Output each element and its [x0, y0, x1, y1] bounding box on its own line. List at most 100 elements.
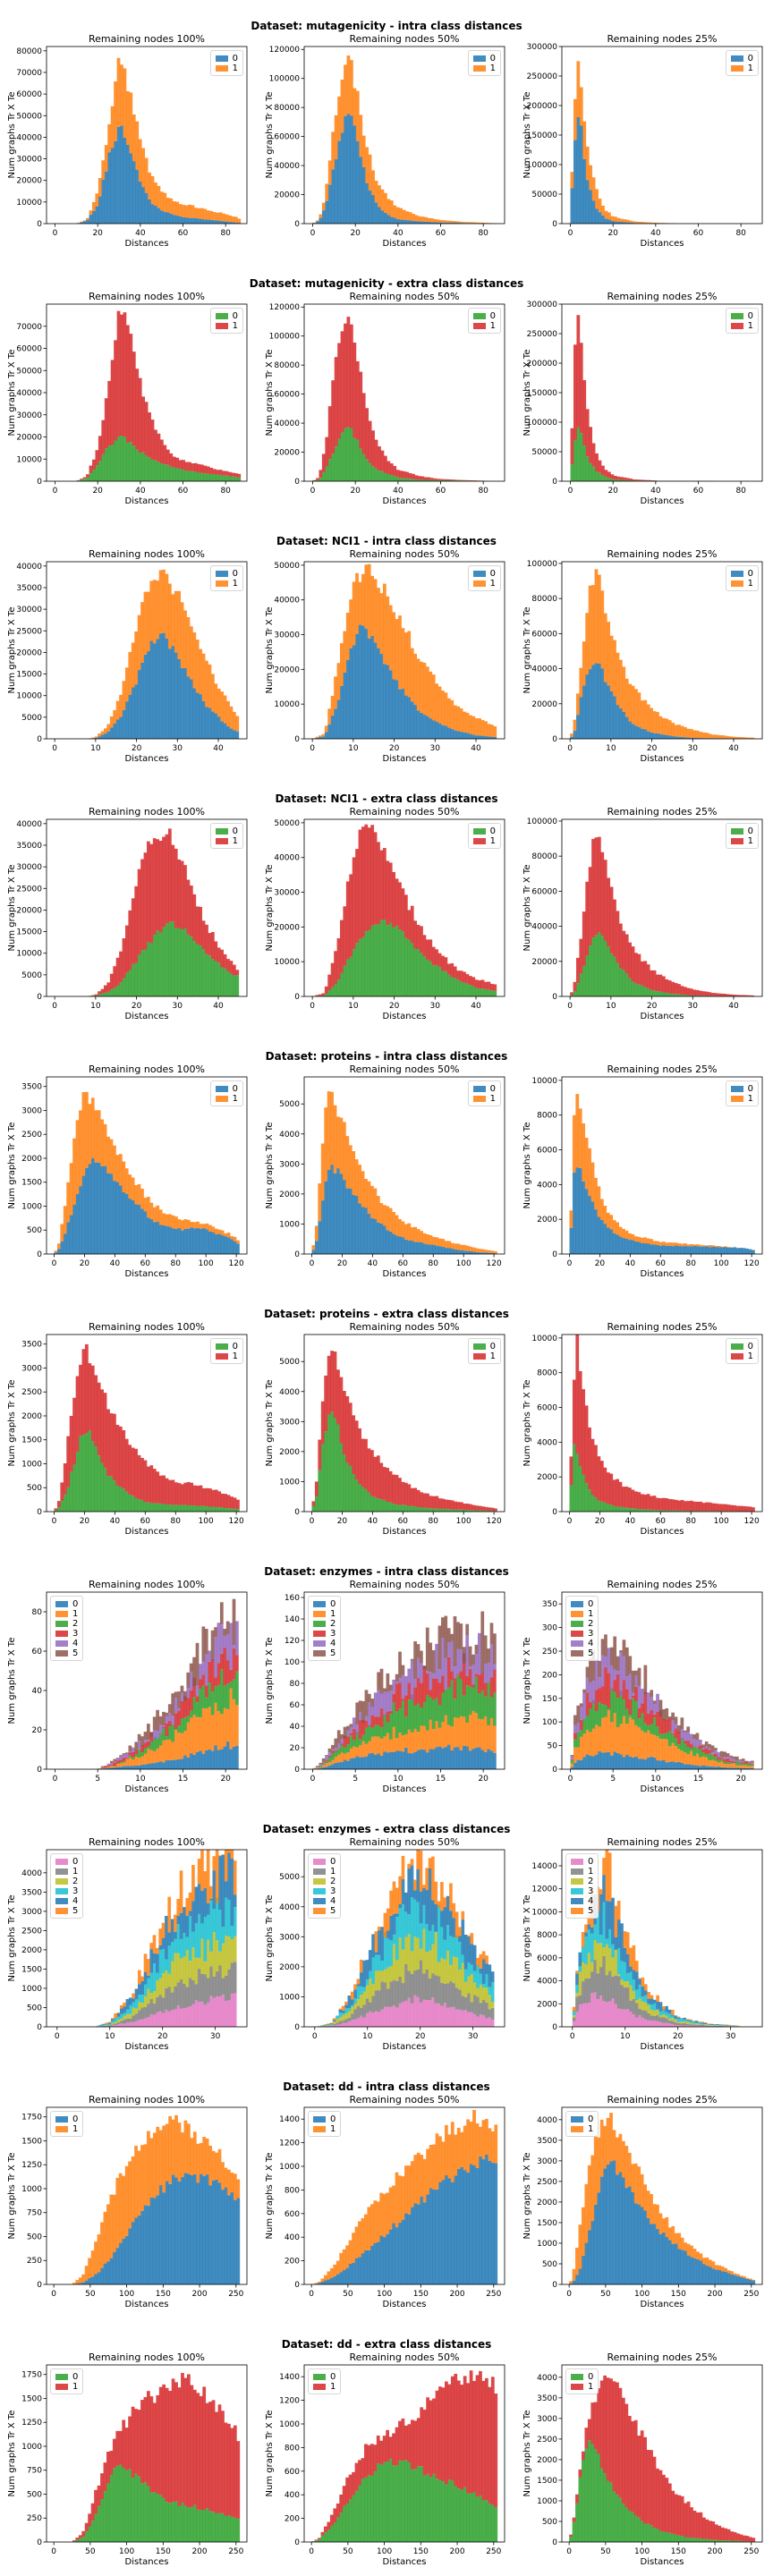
histogram-bar [91, 470, 96, 481]
histogram-bar [224, 1850, 228, 1882]
histogram-bar [315, 1767, 319, 1769]
histogram-bar [334, 357, 338, 447]
histogram-bar [156, 1471, 160, 1504]
histogram-bar [236, 1509, 240, 1512]
histogram-bar [208, 1231, 212, 1254]
histogram-bar [368, 1979, 372, 2003]
histogram-bar [413, 1899, 417, 1937]
histogram-bar [395, 926, 399, 996]
histogram-bar [206, 1903, 210, 1915]
x-tick-label: 40 [650, 229, 661, 238]
histogram-bar [407, 1682, 412, 1700]
histogram-bar [641, 1689, 644, 1704]
histogram-bar [591, 200, 596, 224]
histogram-bar [137, 869, 141, 955]
histogram-bar [224, 2167, 228, 2188]
histogram-bar [196, 1505, 200, 1512]
histogram-bar [714, 1750, 718, 1754]
histogram-bar [494, 1251, 497, 1254]
histogram-bar [100, 988, 105, 994]
histogram-bar [196, 1221, 200, 1228]
histogram-bar [650, 970, 654, 990]
histogram-bar [429, 939, 433, 962]
histogram-bar [701, 2024, 705, 2026]
histogram-bar [487, 1682, 490, 1725]
histogram-bar [694, 2021, 699, 2023]
histogram-bar [705, 733, 709, 739]
histogram-bar [140, 2003, 144, 2008]
histogram-bar [578, 1466, 582, 1512]
histogram-bar [143, 1732, 148, 1741]
histogram-bar [652, 1714, 657, 1718]
histogram-bar [388, 1208, 393, 1232]
histogram-bar [726, 1764, 730, 1768]
histogram-bar [578, 1971, 582, 1996]
histogram-bar [162, 2125, 166, 2193]
histogram-bar [576, 715, 580, 739]
histogram-bar [156, 639, 160, 739]
histogram-bar [587, 2003, 591, 2027]
histogram-bar [94, 1446, 98, 1512]
histogram-bar [132, 2007, 135, 2016]
histogram-bar [422, 1904, 426, 1929]
histogram-bar [667, 980, 672, 994]
histogram-bar [203, 1871, 208, 1888]
histogram-bar [701, 1503, 706, 1512]
axes-frame [303, 1334, 505, 1513]
histogram-bar [226, 1508, 231, 1512]
histogram-bar [361, 625, 365, 739]
histogram-bar [404, 1504, 408, 1512]
histogram-bar [185, 1936, 190, 1950]
histogram-bar [437, 1746, 442, 1769]
histogram-bar [158, 840, 163, 933]
histogram-bar [171, 1716, 175, 1725]
histogram-bar [422, 1885, 426, 1888]
x-tick-label: 50 [85, 2290, 96, 2299]
histogram-bar [462, 1745, 466, 1769]
histogram-bar [631, 1489, 635, 1509]
histogram-bar [714, 1503, 718, 1512]
series-1-bars [76, 57, 242, 224]
histogram-bar [349, 1735, 353, 1749]
histogram-bar [393, 476, 397, 481]
histogram-bar [443, 1907, 447, 1940]
histogram-bar [467, 1962, 471, 1977]
histogram-bar [231, 472, 235, 477]
histogram-bar [82, 221, 87, 224]
histogram-bar [135, 449, 140, 481]
histogram-bar [109, 1139, 114, 1174]
histogram-bar [183, 1504, 188, 1512]
histogram-bar [237, 473, 242, 478]
y-tick-label: 10000 [16, 199, 42, 208]
histogram-bar [336, 1168, 340, 1254]
histogram-bar [708, 1502, 712, 1512]
histogram-bar [671, 2014, 675, 2016]
histogram-bar [493, 990, 497, 996]
histogram-bar [137, 1970, 141, 1985]
histogram-bar [633, 1241, 638, 1254]
histogram-bar [437, 1682, 442, 1706]
histogram-bar [116, 2012, 121, 2013]
legend-swatch [215, 1096, 228, 1102]
histogram-bar [658, 2021, 663, 2027]
histogram-bar [132, 114, 136, 162]
histogram-bar [202, 1487, 206, 1506]
histogram-bar [465, 1635, 470, 1676]
histogram-bar [633, 1508, 638, 1512]
histogram-bar [103, 1123, 107, 1166]
histogram-bar [314, 1225, 319, 1241]
x-tick-label: 0 [568, 1775, 573, 1784]
y-tick-label: 50000 [16, 112, 42, 121]
histogram-bar [703, 2022, 708, 2025]
histogram-bar [447, 1248, 452, 1254]
histogram-bar [629, 2000, 633, 2012]
y-axis-label: Num graphs Tr X Te [7, 607, 17, 694]
histogram-bar [199, 1750, 202, 1769]
histogram-bar [708, 1750, 711, 1754]
histogram-bar [115, 1763, 120, 1765]
histogram-bar [105, 2022, 108, 2024]
histogram-bar [575, 1167, 580, 1254]
histogram-bar [128, 1755, 132, 1758]
legend-item: 1 [215, 64, 238, 73]
